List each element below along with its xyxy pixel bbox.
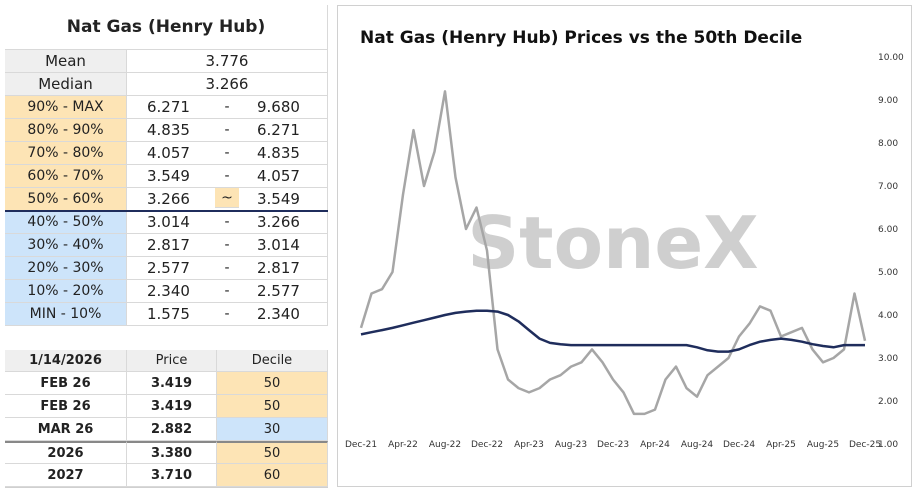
decile-sep: - (215, 165, 239, 188)
median-divider (5, 210, 328, 212)
decile-high: 2.340 (239, 303, 328, 326)
decile-high: 3.549 (239, 188, 328, 211)
price-value: 2.882 (127, 418, 217, 441)
decile-sep: - (215, 96, 239, 119)
decile-high: 6.271 (239, 119, 328, 142)
decile-low: 2.817 (127, 234, 215, 257)
decile-low: 2.340 (127, 280, 215, 303)
decile-sep: - (215, 211, 239, 234)
decile-high: 4.057 (239, 165, 328, 188)
x-tick-label: Dec-25 (849, 440, 881, 450)
price-value: 3.419 (127, 395, 217, 418)
stat-label: Median (5, 73, 127, 96)
decile-high: 4.835 (239, 142, 328, 165)
price-value: 3.419 (127, 372, 217, 395)
price-header: 1/14/2026 (5, 350, 127, 372)
decile-sep: - (215, 119, 239, 142)
x-tick-label: Aug-23 (555, 440, 587, 450)
decile-label: 20% - 30% (5, 257, 127, 280)
decile-low: 6.271 (127, 96, 215, 119)
x-tick-label: Dec-23 (597, 440, 629, 450)
price-label: 2027 (5, 464, 127, 487)
decile-low: 3.014 (127, 211, 215, 234)
decile-high: 3.266 (239, 211, 328, 234)
x-tick-label: Aug-25 (807, 440, 839, 450)
y-tick-label: 2.00 (878, 397, 898, 407)
price-label: MAR 26 (5, 418, 127, 441)
x-tick-label: Apr-22 (388, 440, 418, 450)
price-header: Decile (217, 350, 328, 372)
x-tick-label: Dec-22 (471, 440, 503, 450)
y-tick-label: 1.00 (878, 440, 898, 450)
stat-value: 3.266 (127, 73, 328, 96)
x-tick-label: Apr-24 (640, 440, 670, 450)
stat-value: 3.776 (127, 50, 328, 73)
price-decile: 50 (217, 395, 328, 418)
decile-label: 70% - 80% (5, 142, 127, 165)
price-decile: 60 (217, 464, 328, 487)
x-tick-label: Apr-25 (766, 440, 796, 450)
y-tick-label: 4.00 (878, 311, 898, 321)
decile-label: 60% - 70% (5, 165, 127, 188)
price-label: FEB 26 (5, 372, 127, 395)
price-decile: 30 (217, 418, 328, 441)
x-tick-label: Dec-21 (345, 440, 377, 450)
chart-title: Nat Gas (Henry Hub) Prices vs the 50th D… (360, 28, 802, 48)
decile-label: 40% - 50% (5, 211, 127, 234)
decile-label: 50% - 60% (5, 188, 127, 211)
watermark: StoneX (467, 201, 758, 285)
y-tick-label: 10.00 (878, 53, 904, 63)
decile-sep: - (215, 142, 239, 165)
decile-low: 4.057 (127, 142, 215, 165)
decile-label: 30% - 40% (5, 234, 127, 257)
decile-high: 2.577 (239, 280, 328, 303)
series-line (359, 90, 867, 416)
decile-low: 2.577 (127, 257, 215, 280)
decile-low: 3.266 (127, 188, 215, 211)
decile-label: MIN - 10% (5, 303, 127, 326)
x-tick-label: Aug-22 (429, 440, 461, 450)
decile-label: 80% - 90% (5, 119, 127, 142)
price-label: 2026 (5, 441, 127, 464)
y-tick-label: 8.00 (878, 139, 898, 149)
decile-low: 3.549 (127, 165, 215, 188)
decile-high: 3.014 (239, 234, 328, 257)
price-label: FEB 26 (5, 395, 127, 418)
y-tick-label: 3.00 (878, 354, 898, 364)
y-tick-label: 5.00 (878, 268, 898, 278)
price-value: 3.710 (127, 464, 217, 487)
y-tick-label: 7.00 (878, 182, 898, 192)
decile-sep: ~ (215, 188, 239, 208)
decile-sep: - (215, 234, 239, 257)
price-decile: 50 (217, 372, 328, 395)
y-tick-label: 6.00 (878, 225, 898, 235)
price-decile: 50 (217, 441, 328, 464)
decile-low: 1.575 (127, 303, 215, 326)
decile-sep: - (215, 303, 239, 326)
price-value: 3.380 (127, 441, 217, 464)
x-tick-label: Aug-24 (681, 440, 714, 450)
price-header: Price (127, 350, 217, 372)
decile-sep: - (215, 257, 239, 280)
series-line (360, 309, 865, 353)
decile-sep: - (215, 280, 239, 303)
table-title: Nat Gas (Henry Hub) (5, 5, 328, 50)
decile-label: 10% - 20% (5, 280, 127, 303)
decile-label: 90% - MAX (5, 96, 127, 119)
decile-high: 2.817 (239, 257, 328, 280)
y-tick-label: 9.00 (878, 96, 898, 106)
chart: Nat Gas (Henry Hub) Prices vs the 50th D… (337, 5, 912, 487)
decile-low: 4.835 (127, 119, 215, 142)
stat-label: Mean (5, 50, 127, 73)
decile-high: 9.680 (239, 96, 328, 119)
x-tick-label: Dec-24 (723, 440, 755, 450)
x-tick-label: Apr-23 (514, 440, 544, 450)
